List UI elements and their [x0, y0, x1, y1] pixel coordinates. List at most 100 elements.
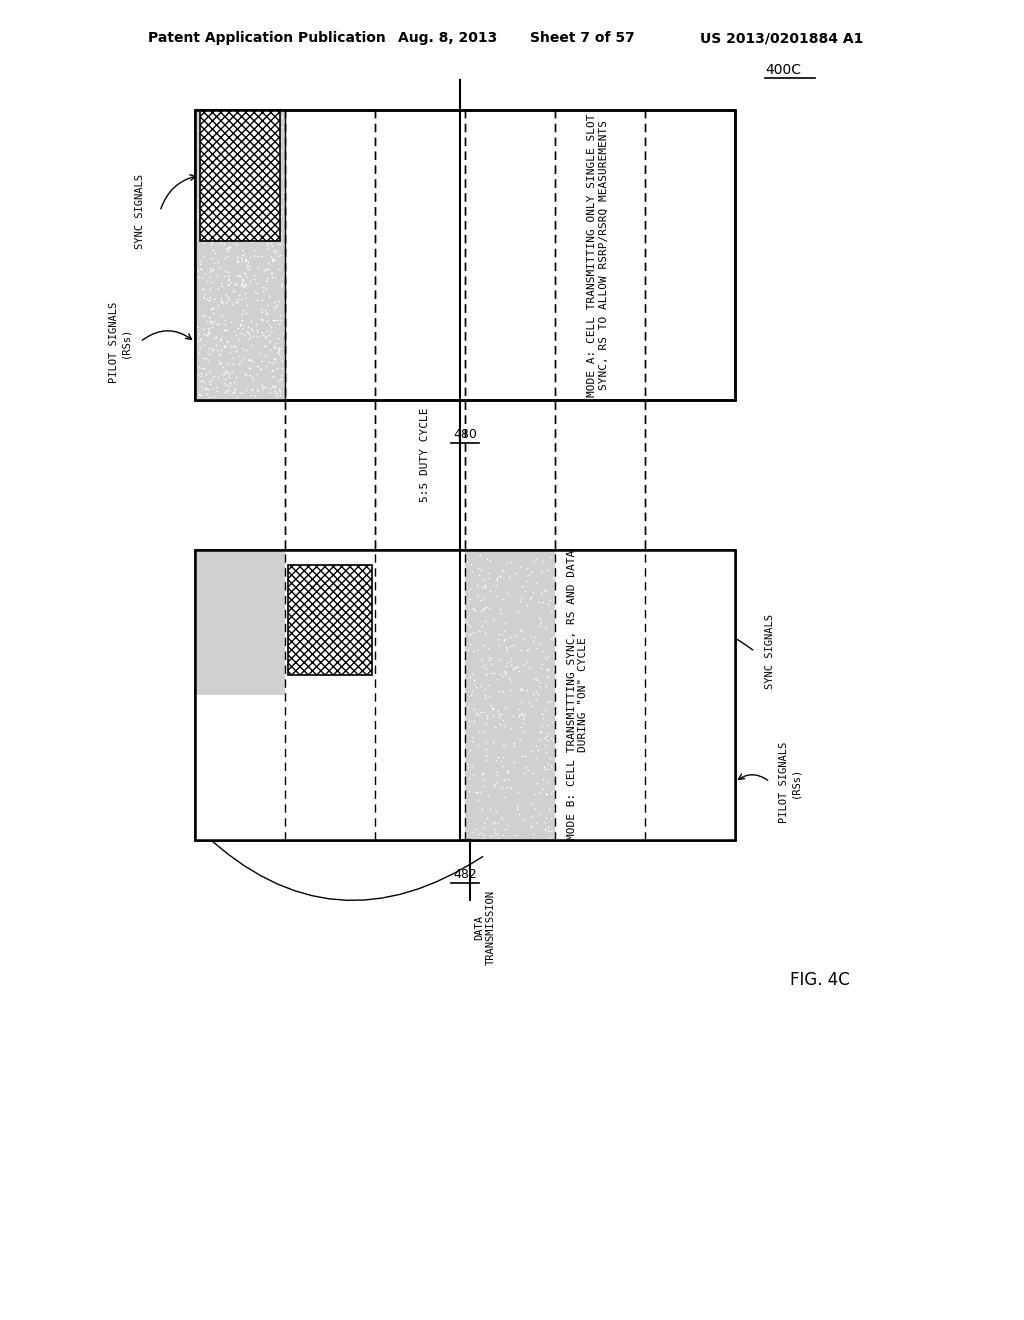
Point [251, 189, 267, 210]
Point [639, 755, 655, 776]
Point [190, 135, 207, 156]
Point [244, 367, 260, 388]
Point [653, 656, 670, 677]
Point [254, 322, 270, 343]
Point [237, 133, 253, 154]
Point [253, 224, 269, 246]
Point [267, 375, 284, 396]
Point [503, 655, 519, 676]
Point [624, 669, 640, 690]
Point [643, 729, 659, 750]
Point [523, 816, 540, 837]
Point [624, 750, 640, 771]
Point [660, 587, 677, 609]
Point [189, 330, 206, 351]
Point [605, 817, 622, 838]
Point [634, 671, 650, 692]
Point [532, 612, 549, 634]
Point [573, 576, 590, 597]
Point [630, 549, 646, 570]
Point [636, 741, 652, 762]
Point [217, 381, 233, 403]
Point [604, 756, 621, 777]
Point [515, 711, 531, 733]
Point [530, 615, 547, 636]
Point [267, 296, 284, 317]
Point [712, 731, 728, 752]
Point [271, 131, 288, 152]
Point [668, 718, 684, 739]
Point [237, 180, 253, 201]
Point [564, 649, 581, 671]
Point [198, 209, 214, 230]
Point [206, 158, 222, 180]
Point [620, 665, 636, 686]
Text: 482: 482 [454, 869, 477, 882]
Point [255, 197, 271, 218]
Point [538, 812, 554, 833]
Point [205, 302, 221, 323]
Point [690, 747, 707, 768]
Point [462, 739, 478, 760]
Point [194, 120, 210, 141]
Bar [195, 110, 735, 400]
Point [601, 800, 617, 821]
Point [537, 734, 553, 755]
Point [696, 762, 713, 783]
Point [612, 697, 629, 718]
Point [270, 182, 287, 203]
Point [244, 160, 260, 181]
Point [579, 771, 595, 792]
Point [258, 321, 274, 342]
Point [503, 777, 519, 799]
Point [579, 820, 595, 841]
Point [471, 704, 487, 725]
Point [713, 585, 729, 606]
Point [230, 125, 247, 147]
Point [676, 726, 692, 747]
Point [248, 185, 264, 206]
Point [258, 259, 274, 280]
Point [221, 185, 238, 206]
Point [669, 719, 685, 741]
Point [683, 752, 699, 774]
Point [216, 132, 232, 153]
Point [259, 213, 275, 234]
Point [193, 259, 209, 280]
Point [639, 764, 655, 785]
Point [479, 638, 496, 659]
Point [523, 793, 540, 814]
Point [244, 230, 260, 251]
Point [250, 114, 266, 135]
Point [593, 630, 609, 651]
Point [218, 135, 234, 156]
Point [219, 319, 236, 341]
Point [477, 611, 494, 632]
Point [541, 772, 557, 793]
Point [272, 347, 289, 368]
Point [582, 632, 598, 653]
Point [462, 587, 478, 609]
Point [273, 185, 290, 206]
Point [201, 387, 217, 408]
Point [663, 589, 679, 610]
Point [221, 367, 238, 388]
Point [229, 247, 246, 268]
Point [603, 700, 620, 721]
Point [245, 326, 261, 347]
Point [548, 564, 564, 585]
Point [472, 590, 488, 611]
Point [585, 776, 601, 797]
Point [651, 752, 668, 774]
Point [197, 158, 213, 180]
Point [713, 774, 729, 795]
Point [540, 722, 556, 743]
Point [551, 643, 567, 664]
Point [254, 309, 270, 330]
Point [581, 822, 597, 843]
Point [615, 686, 632, 708]
Point [245, 379, 261, 400]
Point [595, 627, 611, 648]
Point [211, 180, 227, 201]
Point [469, 781, 485, 803]
